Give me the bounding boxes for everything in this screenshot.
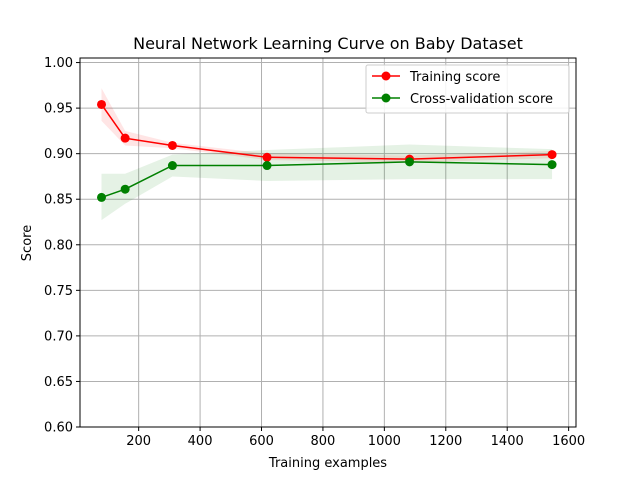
cv-point: [96, 192, 106, 202]
series-points: [96, 99, 557, 202]
training-point: [547, 150, 557, 160]
x-axis-label: Training examples: [268, 456, 387, 471]
cv-point: [167, 161, 177, 171]
legend-cv-marker: [381, 93, 391, 103]
x-tick-label: 1400: [491, 434, 524, 449]
x-tick-label: 1000: [368, 434, 401, 449]
plot-frame: [79, 57, 577, 428]
training-point: [120, 133, 130, 143]
x-tick-label: 600: [249, 434, 274, 449]
training-point: [262, 152, 272, 162]
y-tick-label: 0.60: [44, 421, 73, 436]
x-tick-label: 800: [311, 434, 336, 449]
y-axis-label: Score: [20, 225, 35, 261]
chart-title: Neural Network Learning Curve on Baby Da…: [133, 34, 523, 53]
y-tick-label: 0.85: [44, 193, 73, 208]
x-axis-ticks: 200 400 600 800 1000 1200 1400 1600: [126, 427, 585, 449]
cv-point: [547, 160, 557, 170]
y-tick-label: 0.70: [44, 329, 73, 344]
cv-band: [101, 144, 553, 221]
cv-point: [405, 157, 415, 167]
legend-box: [365, 64, 570, 114]
y-tick-label: 0.65: [44, 375, 73, 390]
legend-training-marker: [381, 71, 391, 81]
y-tick-label: 0.80: [44, 238, 73, 253]
training-point: [167, 140, 177, 150]
y-tick-label: 0.90: [44, 147, 73, 162]
y-axis-ticks: 0.60 0.65 0.70 0.75 0.80 0.85 0.90 0.95 1.00: [44, 56, 80, 436]
cv-point: [120, 184, 130, 194]
legend-cv-label: Cross-validation score: [410, 92, 553, 107]
y-tick-label: 0.95: [44, 102, 73, 117]
training-line: [100, 104, 553, 160]
y-tick-label: 0.75: [44, 284, 73, 299]
y-tick-label: 1.00: [44, 56, 73, 71]
legend-training-label: Training score: [409, 70, 500, 85]
legend: Training score Cross-validation score: [365, 64, 570, 114]
x-tick-label: 1200: [429, 434, 462, 449]
training-point: [96, 99, 106, 109]
x-tick-label: 1600: [552, 434, 585, 449]
x-tick-label: 400: [188, 434, 213, 449]
x-tick-label: 200: [126, 434, 151, 449]
cv-point: [262, 161, 272, 171]
